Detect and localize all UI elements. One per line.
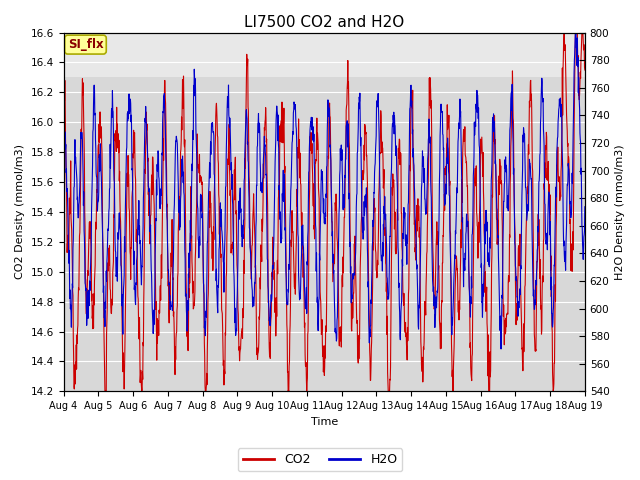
Y-axis label: H2O Density (mmol/m3): H2O Density (mmol/m3) bbox=[615, 144, 625, 280]
Bar bbox=[63, 33, 585, 77]
Y-axis label: CO2 Density (mmol/m3): CO2 Density (mmol/m3) bbox=[15, 144, 25, 279]
X-axis label: Time: Time bbox=[310, 417, 338, 427]
Text: SI_flx: SI_flx bbox=[68, 38, 103, 51]
Legend: CO2, H2O: CO2, H2O bbox=[237, 448, 403, 471]
Title: LI7500 CO2 and H2O: LI7500 CO2 and H2O bbox=[244, 15, 404, 30]
